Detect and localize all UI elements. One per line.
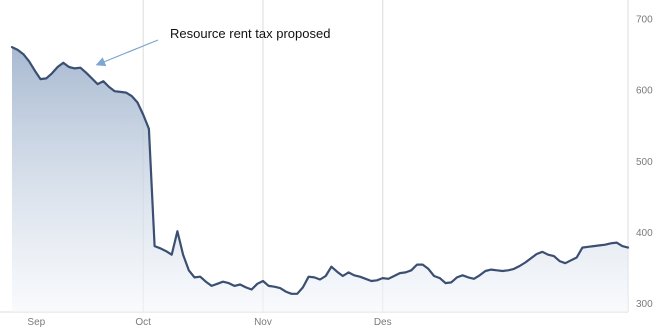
x-tick-label: Des (374, 317, 392, 328)
y-tick-label: 300 (636, 299, 653, 310)
x-tick-label: Sep (27, 317, 45, 328)
x-axis: Sep Oct Nov Des (27, 317, 391, 328)
price-area (12, 47, 628, 312)
x-tick-label: Oct (135, 317, 151, 328)
x-tick-label: Nov (254, 317, 272, 328)
y-axis: 300 400 500 600 700 (636, 15, 653, 310)
price-line (10, 45, 630, 295)
y-tick-label: 400 (636, 228, 653, 239)
annotation-label: Resource rent tax proposed (170, 26, 330, 41)
y-tick-label: 700 (636, 15, 653, 26)
price-series (10, 45, 630, 295)
y-tick-label: 600 (636, 86, 653, 97)
price-area-fill (12, 47, 628, 312)
y-tick-label: 500 (636, 157, 653, 168)
annotation-arrow (95, 39, 159, 67)
annotation-group: Resource rent tax proposed (95, 26, 330, 67)
